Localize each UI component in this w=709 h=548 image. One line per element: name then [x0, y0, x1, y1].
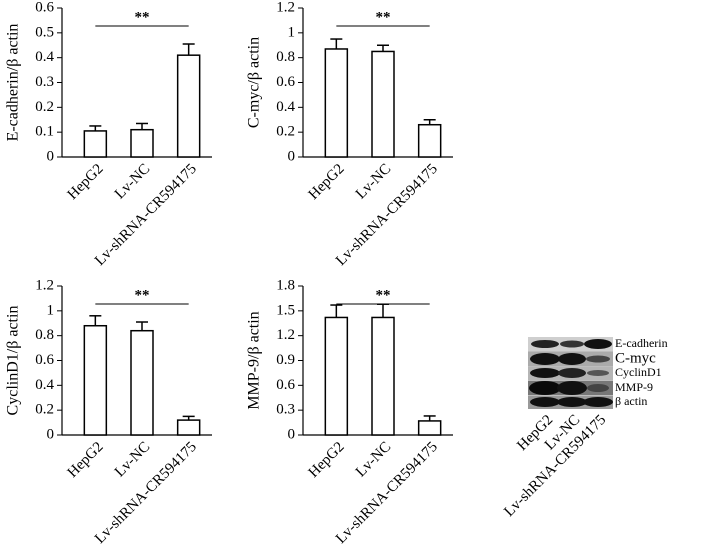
significance-label: **	[135, 9, 150, 25]
x-tick-label: Lv-NC	[353, 161, 394, 202]
y-tick-label: 0.2	[35, 402, 54, 418]
y-tick-label: 0.8	[35, 327, 54, 343]
y-axis-label: CyclinD1/β actin	[5, 306, 22, 416]
band	[557, 381, 587, 395]
bar	[176, 54, 201, 158]
bar	[371, 50, 395, 158]
x-tick-label: Lv-NC	[112, 439, 153, 480]
blot-band-label: MMP-9	[615, 380, 653, 394]
y-tick-label: 1	[288, 24, 296, 40]
x-tick-label: Lv-NC	[353, 439, 394, 480]
blot-band-label: β actin	[615, 394, 647, 408]
y-tick-label: 1.2	[276, 327, 295, 343]
x-tick-label: Lv-NC	[112, 161, 153, 202]
bar-chart: 0 0.1 0.2 0.3 0.4 0.5 0.6 E-cadherin/β actin Hep…	[5, 0, 212, 269]
band	[584, 339, 612, 349]
y-tick-label: 0	[47, 148, 55, 164]
band	[587, 384, 609, 392]
y-tick-label: 0.6	[35, 352, 54, 368]
significance-label: **	[135, 287, 150, 303]
band	[557, 397, 587, 407]
band	[583, 397, 613, 407]
y-tick-label: 0.2	[35, 99, 54, 115]
y-axis-label: E-cadherin/β actin	[5, 24, 22, 142]
y-tick-label: 0.1	[35, 124, 54, 140]
bar	[417, 123, 442, 158]
bar	[324, 48, 349, 158]
band	[587, 370, 609, 376]
y-tick-label: 0.3	[35, 74, 54, 90]
band	[560, 340, 584, 348]
y-tick-label: 0	[288, 148, 296, 164]
y-tick-label: 0	[47, 426, 55, 442]
y-tick-label: 0.8	[276, 49, 295, 65]
bar	[417, 420, 442, 436]
bar	[83, 324, 108, 436]
y-tick-label: 0.4	[35, 49, 54, 65]
band	[531, 340, 559, 348]
bar-chart: 0 0.2 0.4 0.6 0.8 1 1.2 C-myc/β actin HepG2 Lv-NC…	[246, 0, 453, 269]
western-blot	[528, 337, 613, 409]
y-tick-label: 0.6	[35, 0, 54, 15]
y-axis-label: MMP-9/β actin	[246, 311, 263, 409]
band	[529, 381, 561, 395]
x-tick-label: HepG2	[306, 439, 348, 481]
band	[558, 368, 586, 378]
band	[558, 353, 586, 365]
y-tick-label: 0	[288, 426, 296, 442]
bar	[130, 128, 154, 158]
band	[530, 368, 560, 378]
bar	[130, 329, 154, 436]
x-tick-label: HepG2	[65, 439, 107, 481]
band	[530, 353, 560, 365]
blot-band-label: CyclinD1	[615, 365, 662, 379]
y-tick-label: 1.5	[276, 302, 295, 318]
y-tick-label: 0.9	[276, 352, 295, 368]
y-tick-label: 1.2	[276, 0, 295, 15]
x-tick-label: HepG2	[306, 161, 348, 203]
y-tick-label: 0.5	[35, 24, 54, 40]
bar-chart: 0 0.2 0.4 0.6 0.8 1 1.2 CyclinD1/β actin HepG2 Lv…	[5, 277, 212, 547]
y-tick-label: 0.6	[276, 377, 295, 393]
band	[586, 355, 610, 363]
y-tick-label: 1.8	[276, 277, 295, 293]
significance-label: **	[376, 287, 391, 303]
y-tick-label: 0.3	[276, 402, 295, 418]
bar	[176, 419, 201, 436]
blot-band-label: E-cadherin	[615, 336, 668, 350]
bar	[324, 316, 349, 436]
y-tick-label: 0.4	[276, 99, 295, 115]
band	[530, 397, 560, 407]
y-tick-label: 0.2	[276, 124, 295, 140]
y-tick-label: 0.4	[35, 377, 54, 393]
y-tick-label: 1	[47, 302, 55, 318]
y-tick-label: 0.6	[276, 74, 295, 90]
significance-label: **	[376, 9, 391, 25]
bar	[83, 130, 108, 158]
y-tick-label: 1.2	[35, 277, 54, 293]
x-tick-label: HepG2	[65, 161, 107, 203]
bar-chart: 0 0.3 0.6 0.9 1.2 1.5 1.8 MMP-9/β actin HepG2 Lv-…	[246, 277, 453, 547]
bar	[371, 316, 395, 436]
blot-band-label: C-myc	[615, 350, 656, 366]
y-axis-label: C-myc/β actin	[246, 37, 263, 128]
